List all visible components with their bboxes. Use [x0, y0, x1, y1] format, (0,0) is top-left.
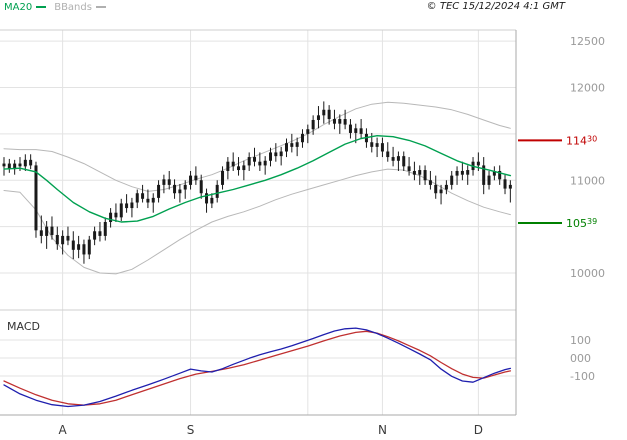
legend-ma20: MA20: [4, 2, 47, 13]
legend-bbands-label: BBands: [54, 2, 92, 13]
svg-text:12500: 12500: [570, 35, 605, 48]
svg-text:000: 000: [570, 352, 591, 365]
ma20-line-swatch: [36, 6, 47, 8]
svg-text:11000: 11000: [570, 174, 605, 187]
indicator-legend: MA20 BBands: [4, 2, 114, 13]
copyright-label: © TEC 15/12/2024 4:1 GMT: [426, 1, 565, 12]
legend-ma20-label: MA20: [4, 2, 33, 13]
svg-text:10539: 10539: [566, 217, 597, 230]
svg-text:11430: 11430: [566, 134, 597, 147]
svg-text:10000: 10000: [570, 267, 605, 280]
svg-text:A: A: [59, 423, 68, 437]
svg-text:100: 100: [570, 334, 591, 347]
legend-bbands: BBands: [54, 2, 106, 13]
svg-text:N: N: [378, 423, 387, 437]
macd-panel-label: MACD: [7, 320, 40, 333]
svg-text:12000: 12000: [570, 82, 605, 95]
svg-text:-100: -100: [570, 370, 595, 383]
bbands-line-swatch: [95, 6, 106, 8]
svg-text:S: S: [187, 423, 195, 437]
svg-text:D: D: [474, 423, 483, 437]
